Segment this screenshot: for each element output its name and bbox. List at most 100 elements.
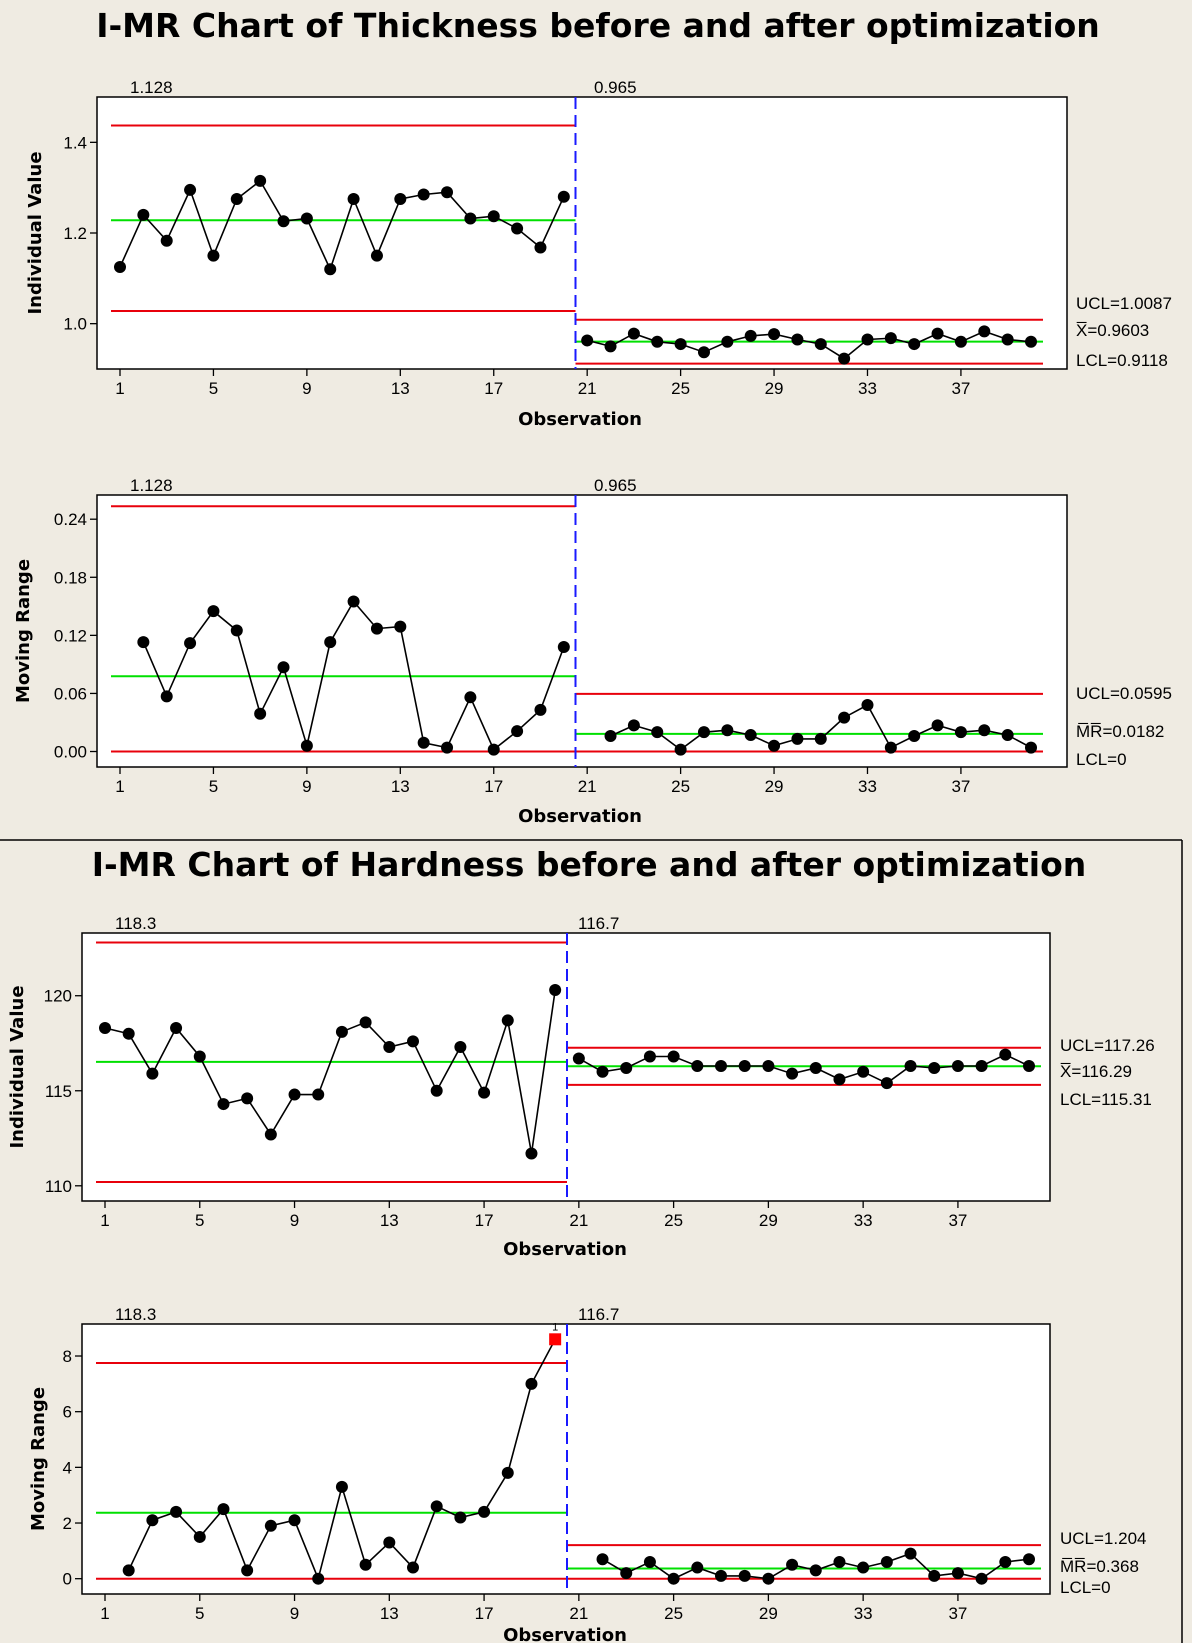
thickness-individual-ytick-label: 1.2 (63, 224, 87, 243)
thickness-mr-data-point (674, 743, 687, 756)
hardness-mr-data-point (146, 1514, 159, 1527)
hardness-individual-xtick-label: 5 (195, 1211, 204, 1230)
hardness-mr-data-point (904, 1547, 917, 1560)
hardness-mr-data-point (643, 1555, 656, 1568)
hardness-individual-data-point (857, 1065, 870, 1078)
thickness-individual-panel: 1.0 1.2 1.4 1 5 9 13 17 21 25 29 33 37 (63, 97, 1043, 398)
hardness-mr-xtick-label: 9 (290, 1604, 299, 1623)
hardness-individual-data-point (193, 1050, 206, 1063)
thickness-mr-data-point (487, 743, 500, 756)
thickness-individual-stage1-label: 1.128 (130, 78, 173, 97)
thickness-mr-stage1-label: 1.128 (130, 476, 173, 495)
hardness-mr-data-point (383, 1536, 396, 1549)
hardness-mr-data-point (857, 1561, 870, 1574)
thickness-individual-data-point (604, 340, 617, 353)
hardness-individual-ytick-label: 115 (45, 1082, 72, 1101)
thickness-individual-xtick-label: 5 (209, 379, 218, 398)
thickness-individual-xtick-label: 21 (578, 379, 597, 398)
thickness-mr-data-point (768, 739, 781, 752)
thickness-individual-data-point (254, 174, 267, 187)
thickness-mr-data-point (861, 699, 874, 712)
hardness-mr-ytick-label: 4 (63, 1458, 72, 1477)
thickness-individual-xtick-label: 1 (115, 379, 124, 398)
hardness-mr-data-point (501, 1466, 514, 1479)
thickness-individual-data-point (651, 335, 664, 348)
hardness-mr-xtick-label: 13 (380, 1604, 399, 1623)
thickness-individual-ytick-label: 1.4 (63, 133, 87, 152)
hardness-individual-ytick-label: 120 (44, 987, 72, 1006)
hardness-individual-xtick-label: 17 (475, 1211, 494, 1230)
thickness-individual-data-point (184, 183, 197, 196)
thickness-individual-data-point (394, 193, 407, 205)
hardness-individual-data-point (407, 1035, 419, 1048)
thickness-mr-data-point (1001, 729, 1014, 742)
thickness-mr-data-point (534, 703, 547, 716)
thickness-individual-xtick-label: 9 (302, 379, 311, 398)
hardness-mr-data-point (809, 1564, 822, 1577)
thickness-individual-data-point (1025, 335, 1037, 348)
thickness-mr-panel: 0.00 0.06 0.12 0.18 0.24 1 5 9 13 17 21 25 29 33 37 (54, 495, 1043, 796)
hardness-individual-data-point (478, 1086, 491, 1099)
thickness-individual-xtick-label: 25 (671, 379, 690, 398)
hardness-mr-lcl-label: LCL=0 (1060, 1578, 1111, 1597)
thickness-individual-xtick-label: 33 (858, 379, 877, 398)
hardness-mr-data-point (217, 1503, 230, 1516)
hardness-mr-data-point (335, 1480, 348, 1493)
hardness-mr-data-point (264, 1519, 277, 1532)
thickness-mr-data-point (417, 736, 430, 749)
hardness-individual-data-point (928, 1061, 941, 1074)
hardness-mr-ytick-label: 6 (63, 1403, 72, 1422)
hardness-individual-data-point (430, 1084, 443, 1097)
thickness-mr-data-point (838, 711, 851, 724)
thickness-individual-data-point (300, 212, 313, 225)
thickness-individual-data-point (277, 215, 290, 228)
thickness-individual-data-point (207, 249, 220, 262)
hardness-mr-xtick-label: 5 (195, 1604, 204, 1623)
thickness-mr-data-point (884, 741, 897, 754)
thickness-mr-data-point (791, 732, 804, 745)
thickness-individual-data-point (464, 212, 477, 225)
thickness-mr-data-point (300, 739, 313, 752)
hardness-mr-data-point (596, 1553, 609, 1566)
hardness-mr-data-point (525, 1377, 538, 1390)
thickness-mr-data-point (370, 622, 383, 635)
thickness-mr-data-point (277, 661, 290, 674)
thickness-individual-ylabel: Individual Value (25, 151, 46, 314)
thickness-mr-data-point (464, 691, 477, 704)
thickness-mr-data-point (908, 730, 921, 743)
hardness-mr-center-label: M̅R̅=0.368 (1060, 1557, 1139, 1576)
hardness-individual-data-point (999, 1048, 1012, 1061)
hardness-individual-data-point (501, 1014, 514, 1027)
thickness-mr-stage2-label: 0.965 (594, 476, 637, 495)
hardness-individual-data-point (833, 1073, 846, 1086)
thickness-individual-data-point (441, 186, 454, 199)
hardness-individual-xtick-label: 33 (854, 1211, 873, 1230)
hardness-mr-data-point (999, 1555, 1012, 1568)
thickness-individual-data-point (557, 190, 570, 203)
hardness-individual-data-point (335, 1025, 348, 1038)
thickness-mr-data-point (160, 690, 173, 703)
hardness-mr-data-point (122, 1564, 135, 1577)
thickness-individual-stage2-label: 0.965 (594, 78, 637, 97)
thickness-mr-ytick-label: 0.12 (54, 626, 87, 645)
thickness-mr-xtick-label: 17 (484, 777, 503, 796)
hardness-mr-xtick-label: 17 (475, 1604, 494, 1623)
hardness-individual-data-point (549, 984, 562, 997)
hardness-individual-data-point (241, 1092, 254, 1105)
thickness-mr-data-point (207, 605, 220, 618)
thickness-individual-data-point (114, 261, 126, 273)
thickness-individual-data-point (697, 346, 710, 359)
hardness-individual-stage2-label: 116.7 (578, 914, 619, 933)
hardness-individual-ucl-label: UCL=117.26 (1060, 1036, 1155, 1055)
hardness-mr-data-point (288, 1514, 301, 1527)
thickness-mr-xtick-label: 13 (391, 777, 410, 796)
hardness-individual-lcl-label: LCL=115.31 (1060, 1090, 1152, 1109)
thickness-individual-data-point (814, 338, 827, 351)
thickness-individual-data-point (931, 327, 944, 340)
out-of-control-flag-label: 1 (552, 1321, 558, 1333)
hardness-individual-data-point (383, 1041, 396, 1054)
thickness-mr-data-point (931, 719, 944, 732)
hardness-individual-ytick-label: 110 (45, 1177, 72, 1196)
hardness-mr-data-point (762, 1572, 775, 1585)
hardness-mr-data-point (359, 1558, 372, 1571)
